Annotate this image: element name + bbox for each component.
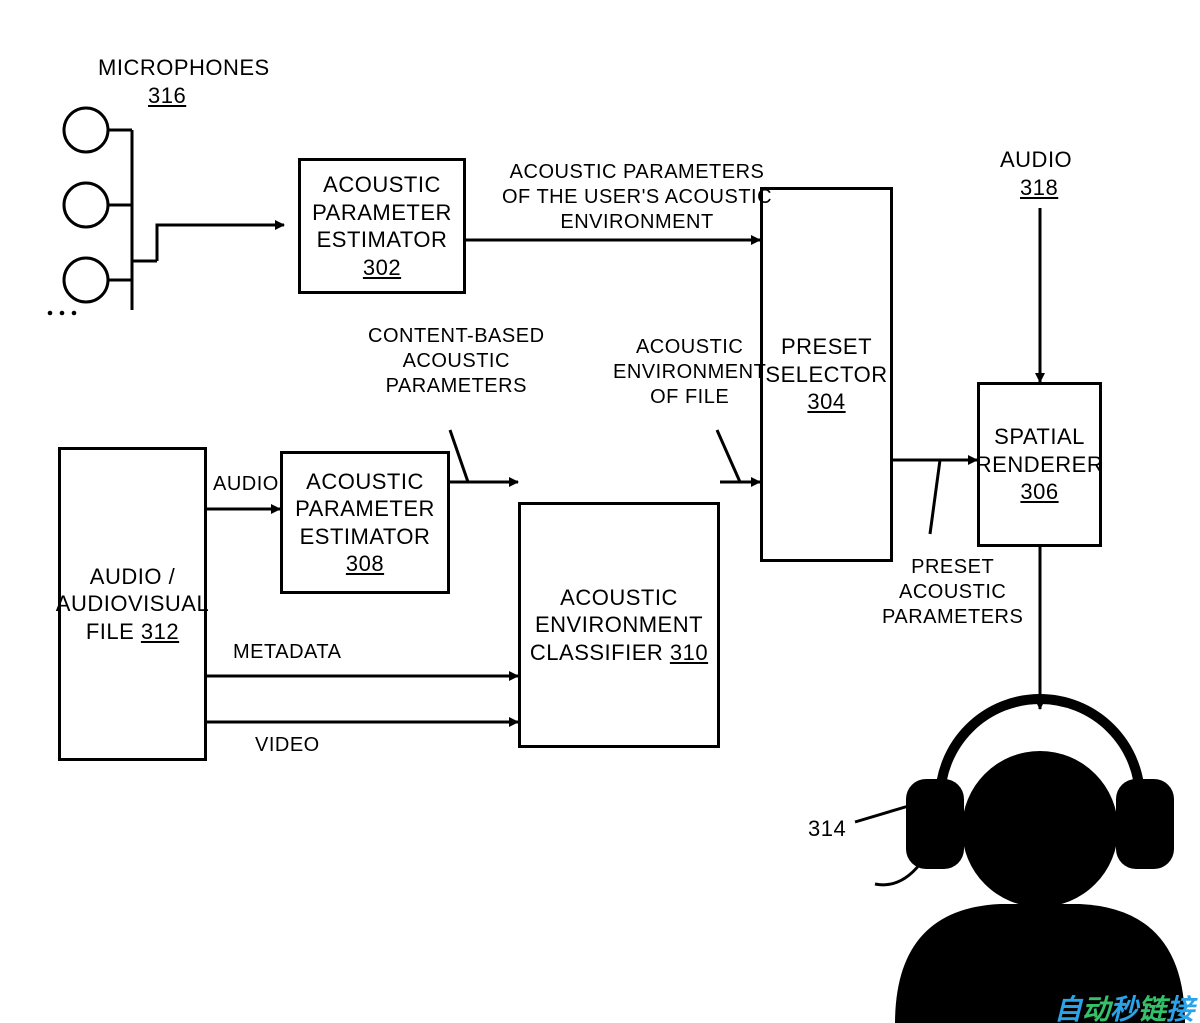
acoustic-environment-classifier-310: ACOUSTICENVIRONMENTCLASSIFIER 310 [518,502,720,748]
acoustic-parameter-estimator-302: ACOUSTICPARAMETERESTIMATOR302 [298,158,466,294]
audio-signal-label: AUDIO [213,472,279,497]
metadata-signal-label: METADATA [233,640,341,665]
audio-input-label: AUDIO [1000,146,1072,174]
video-signal-label: VIDEO [255,733,320,758]
acoustic-environment-of-file-label: ACOUSTIC ENVIRONMENT OF FILE [613,335,766,410]
microphones-ref: 316 [148,82,186,110]
acoustic-parameter-estimator-308: ACOUSTICPARAMETERESTIMATOR308 [280,451,450,594]
user-ref-314: 314 [808,815,846,843]
preset-acoustic-parameters-label: PRESET ACOUSTIC PARAMETERS [882,555,1023,630]
preset-selector-304: PRESETSELECTOR304 [760,187,893,562]
microphones-label: MICROPHONES [98,54,270,82]
diagram-stage: ACOUSTICPARAMETERESTIMATOR302 PRESETSELE… [0,0,1200,1023]
acoustic-parameters-of-users-environment-label: ACOUSTIC PARAMETERS OF THE USER'S ACOUST… [502,160,772,235]
watermark-text: 自动秒链接 [1054,988,1194,1023]
spatial-renderer-306: SPATIALRENDERER306 [977,382,1102,547]
audio-input-ref: 318 [1020,174,1058,202]
audio-audiovisual-file-312: AUDIO /AUDIOVISUALFILE 312 [58,447,207,761]
content-based-acoustic-parameters-label: CONTENT-BASED ACOUSTIC PARAMETERS [368,324,545,399]
